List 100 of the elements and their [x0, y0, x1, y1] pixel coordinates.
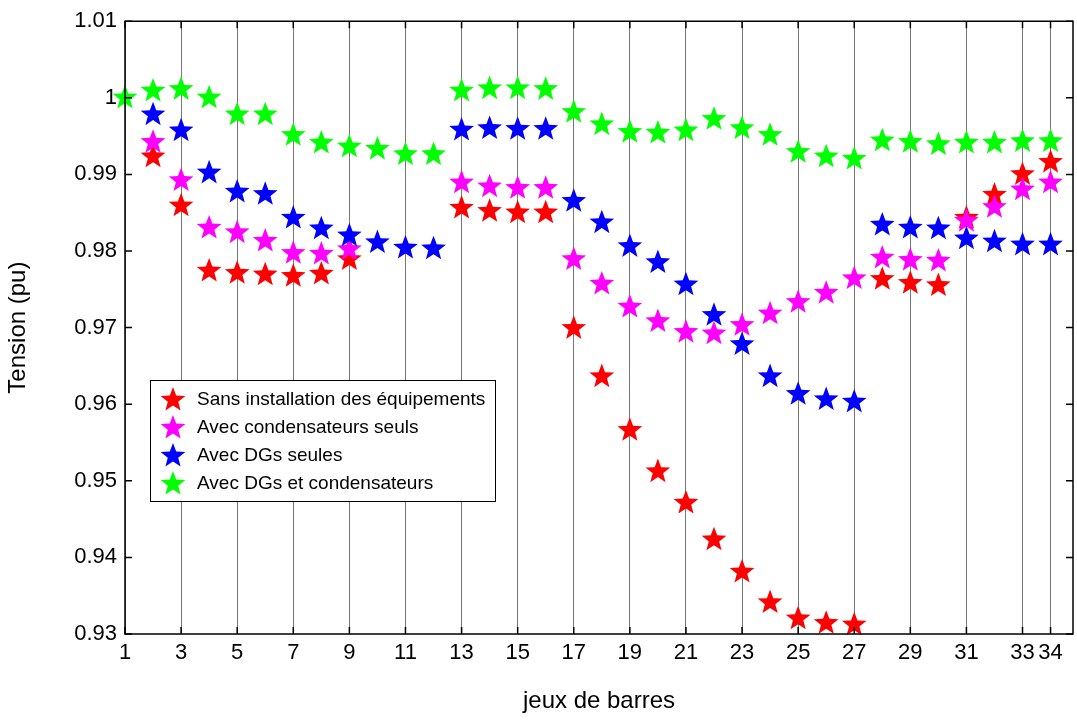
point	[421, 141, 446, 165]
point	[673, 319, 699, 343]
x-tick-label: 5	[231, 639, 244, 665]
y-tick-label: 0.94	[74, 543, 117, 569]
point	[1010, 176, 1035, 201]
point	[617, 119, 643, 143]
y-axis-title: Tension (pu)	[3, 261, 31, 394]
point	[926, 247, 951, 272]
point	[505, 116, 531, 140]
point	[1010, 128, 1035, 152]
point	[365, 229, 390, 254]
point	[701, 320, 727, 345]
point	[897, 247, 923, 271]
point	[785, 605, 811, 630]
point	[533, 116, 559, 140]
point	[477, 198, 502, 222]
point	[841, 146, 867, 170]
point	[1038, 231, 1063, 256]
point	[673, 117, 699, 142]
legend-label: Avec DGs seules	[197, 443, 343, 467]
point	[841, 388, 867, 413]
point	[196, 84, 222, 109]
point	[196, 215, 222, 239]
point	[308, 241, 334, 265]
point	[617, 293, 643, 318]
point	[982, 129, 1007, 154]
point	[477, 75, 502, 100]
point	[168, 192, 194, 217]
point	[757, 300, 783, 325]
y-tick-label: 1	[104, 83, 117, 109]
x-tick-label: 31	[954, 639, 979, 665]
point	[1038, 128, 1063, 152]
point	[954, 129, 979, 154]
x-tick-label: 21	[673, 639, 699, 665]
point	[589, 111, 615, 136]
point	[533, 175, 559, 199]
point	[168, 76, 194, 100]
point	[505, 75, 531, 100]
point	[869, 211, 895, 236]
point	[673, 490, 699, 514]
x-tick-label: 13	[449, 639, 474, 665]
point	[224, 219, 250, 244]
point	[1038, 169, 1063, 194]
point	[449, 195, 474, 219]
x-tick-label: 9	[343, 639, 356, 665]
point	[841, 611, 867, 636]
x-tick-label: 34	[1038, 639, 1063, 665]
point	[561, 315, 587, 339]
point	[477, 173, 502, 198]
point	[926, 272, 951, 296]
point	[701, 106, 727, 130]
point	[785, 139, 811, 163]
legend-label: Sans installation des équipements	[197, 387, 486, 411]
point	[757, 589, 783, 614]
point	[280, 240, 306, 264]
y-tick-label: 0.98	[74, 237, 117, 263]
point	[337, 133, 362, 158]
x-tick-label: 33	[1010, 639, 1035, 665]
point	[617, 417, 643, 441]
point	[1010, 231, 1035, 256]
point	[701, 526, 727, 551]
point	[252, 261, 278, 286]
point	[813, 143, 839, 168]
point	[140, 101, 166, 126]
y-tick-label: 1.01	[74, 7, 117, 33]
point	[729, 115, 755, 139]
point	[196, 257, 222, 282]
y-tick-label: 0.95	[74, 466, 117, 492]
point	[308, 129, 334, 154]
x-tick-label: 27	[841, 639, 867, 665]
x-tick-label: 29	[898, 639, 923, 665]
point	[533, 199, 559, 224]
point	[982, 228, 1007, 253]
y-tick-label: 0.97	[74, 313, 117, 339]
point	[365, 136, 390, 160]
point	[337, 222, 362, 247]
point	[869, 266, 895, 290]
point	[280, 205, 306, 229]
point	[729, 331, 755, 355]
legend-label: Avec DGs et condensateurs	[197, 471, 434, 495]
point	[224, 260, 250, 284]
point	[757, 122, 783, 146]
point	[813, 280, 839, 304]
point	[252, 181, 278, 205]
point	[813, 386, 839, 411]
point	[926, 215, 951, 240]
point	[561, 188, 587, 212]
point	[393, 141, 418, 165]
point	[729, 312, 755, 336]
x-tick-label: 23	[729, 639, 755, 665]
point	[645, 120, 671, 144]
point	[645, 249, 671, 274]
point	[140, 77, 166, 102]
point	[308, 260, 334, 285]
point	[589, 270, 615, 295]
point	[449, 77, 474, 102]
point	[393, 234, 418, 259]
x-tick-label: 15	[505, 639, 530, 665]
point	[561, 246, 587, 270]
point	[449, 116, 474, 141]
